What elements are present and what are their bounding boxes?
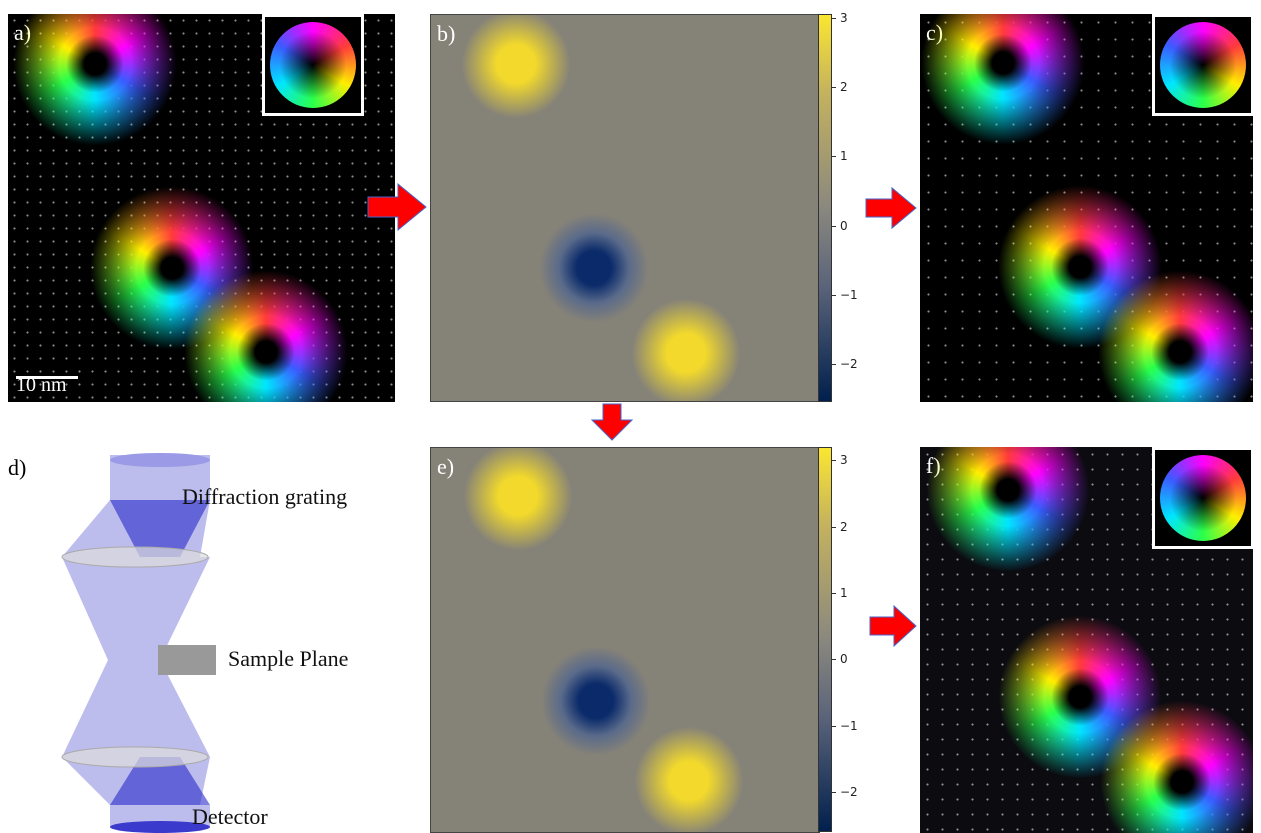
colorbar-tick-label: 0 (840, 652, 848, 666)
negative-peak (541, 646, 651, 756)
grating (110, 453, 210, 467)
arrow (864, 186, 918, 230)
panel-c: c) (920, 14, 1253, 402)
lens (62, 547, 208, 567)
colorbar-tick (832, 156, 836, 157)
colorbar-tick (832, 87, 836, 88)
colorbar-tick (832, 364, 836, 365)
colorbar-tick (832, 18, 836, 19)
arrow (868, 604, 918, 648)
panel-label: e) (437, 454, 454, 480)
arrow (590, 402, 634, 442)
positive-peak (461, 14, 571, 119)
diagram-label: Sample Plane (228, 646, 348, 672)
panel-f: f) (920, 447, 1253, 833)
color-wheel (1152, 447, 1253, 549)
colorbar (818, 447, 832, 832)
panel-b: b) (430, 14, 820, 402)
panel-e: e) (430, 447, 820, 833)
lens (62, 747, 208, 767)
scale-bar-label: 10 nm (16, 374, 67, 397)
color-wheel (262, 14, 364, 116)
colorbar-tick-label: 2 (840, 520, 848, 534)
diagram-label: Diffraction grating (182, 484, 347, 510)
colorbar-tick-label: −1 (840, 719, 858, 733)
figure: a) 10 nm b) c) d) Diffraction grating Sa… (0, 0, 1261, 833)
colorbar-tick (832, 659, 836, 660)
colorbar-tick-label: 1 (840, 149, 848, 163)
color-wheel (1152, 14, 1253, 116)
colorbar-tick-label: 0 (840, 219, 848, 233)
panel-label: d) (8, 455, 26, 481)
colorbar-tick-label: 3 (840, 11, 848, 25)
positive-peak (631, 298, 741, 402)
colorbar-tick (832, 226, 836, 227)
colorbar-tick-label: 1 (840, 586, 848, 600)
positive-peak (463, 447, 573, 551)
colorbar (818, 14, 832, 402)
colorbar-tick-label: 3 (840, 453, 848, 467)
arrow (366, 182, 428, 232)
colorbar-tick-label: −2 (840, 357, 858, 371)
colorbar-tick (832, 527, 836, 528)
colorbar-tick-label: 2 (840, 80, 848, 94)
colorbar-tick (832, 726, 836, 727)
colorbar-tick (832, 460, 836, 461)
positive-peak (634, 726, 744, 833)
colorbar-tick (832, 593, 836, 594)
colorbar-tick-label: −2 (840, 785, 858, 799)
panel-label: b) (437, 21, 455, 47)
panel-a: a) 10 nm (8, 14, 395, 402)
diagram-label: Detector (192, 804, 268, 830)
negative-peak (539, 213, 649, 323)
colorbar-tick-label: −1 (840, 288, 858, 302)
beam-diagram (62, 455, 210, 827)
colorbar-tick (832, 792, 836, 793)
sample-plane (158, 645, 216, 675)
colorbar-tick (832, 295, 836, 296)
